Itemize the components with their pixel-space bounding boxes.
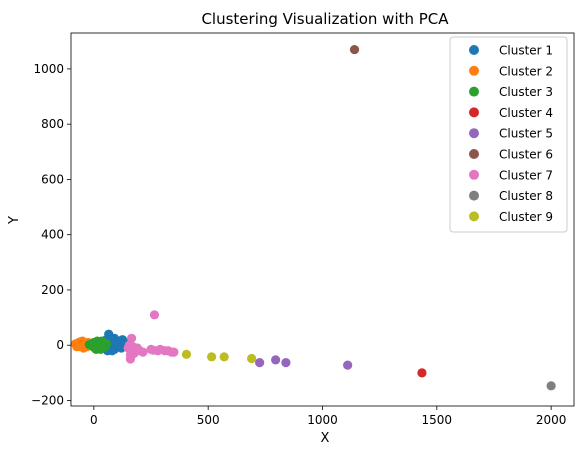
- legend-label: Cluster 6: [499, 148, 553, 162]
- data-point: [247, 353, 257, 364]
- legend-item: Cluster 7: [469, 168, 553, 182]
- y-tick-label: −200: [31, 393, 64, 407]
- legend-label: Cluster 3: [499, 85, 553, 99]
- y-tick-label: 1000: [33, 62, 64, 76]
- y-tick-label: 600: [41, 172, 64, 186]
- data-point: [207, 352, 217, 362]
- legend-label: Cluster 7: [499, 168, 553, 182]
- data-point: [219, 352, 229, 362]
- legend-label: Cluster 2: [499, 64, 553, 78]
- legend-item: Cluster 6: [469, 148, 553, 162]
- data-point: [343, 360, 353, 370]
- y-tick-label: 200: [41, 283, 64, 297]
- series-9: [181, 349, 257, 364]
- y-axis-ticks: −200 0 200 400 600 800 1000: [31, 62, 71, 407]
- legend-label: Cluster 8: [499, 189, 553, 203]
- legend-marker: [469, 45, 479, 55]
- y-tick-label: 800: [41, 117, 64, 131]
- legend-marker: [469, 128, 479, 139]
- chart-title: Clustering Visualization with PCA: [201, 10, 449, 28]
- x-axis-label: X: [321, 431, 330, 446]
- series-7: [123, 310, 179, 364]
- data-point: [546, 381, 556, 391]
- x-tick-label: 0: [90, 413, 98, 427]
- y-tick-label: 0: [56, 338, 64, 352]
- legend-box: [449, 36, 568, 233]
- data-point: [75, 337, 85, 347]
- legend-item: Cluster 8: [469, 189, 553, 203]
- y-tick-label: 400: [41, 228, 64, 242]
- y-axis-label: Y: [7, 216, 22, 225]
- legend-item: Cluster 2: [469, 64, 553, 78]
- legend-item: Cluster 9: [469, 210, 553, 224]
- legend-item: Cluster 1: [469, 44, 553, 58]
- x-tick-label: 1000: [307, 413, 338, 427]
- x-tick-label: 500: [197, 413, 220, 427]
- legend-label: Cluster 5: [499, 127, 553, 141]
- legend-label: Cluster 9: [499, 210, 553, 224]
- legend-item: Cluster 4: [469, 106, 553, 120]
- x-axis-ticks: 0 500 1000 1500 2000: [90, 406, 566, 427]
- data-point: [169, 347, 179, 357]
- legend: Cluster 1 Cluster 2 Cluster 3 Cluster 4 Clus…: [449, 36, 568, 233]
- series-8: [546, 381, 556, 391]
- data-point: [112, 339, 122, 349]
- legend-item: Cluster 3: [469, 85, 553, 99]
- series-3: [84, 336, 112, 354]
- data-point: [104, 329, 114, 339]
- series-5: [255, 355, 353, 370]
- data-point: [101, 339, 112, 349]
- data-point: [271, 355, 281, 365]
- data-point: [255, 358, 265, 368]
- data-point: [138, 347, 148, 357]
- series-1: [101, 329, 132, 356]
- data-point: [181, 349, 192, 359]
- x-tick-label: 2000: [536, 413, 567, 427]
- data-point: [281, 358, 291, 368]
- legend-item: Cluster 5: [469, 127, 553, 141]
- data-point: [349, 44, 360, 55]
- legend-marker: [469, 190, 479, 201]
- legend-label: Cluster 4: [499, 106, 553, 120]
- legend-marker: [469, 169, 479, 180]
- legend-marker: [469, 86, 479, 97]
- series-6: [349, 44, 360, 55]
- data-point: [126, 333, 137, 343]
- legend-marker: [469, 65, 479, 76]
- legend-marker: [469, 149, 479, 159]
- legend-marker: [469, 211, 479, 222]
- data-point: [96, 344, 106, 354]
- data-point: [417, 368, 427, 378]
- x-tick-label: 1500: [422, 413, 453, 427]
- legend-label: Cluster 1: [499, 44, 553, 58]
- series-4: [417, 368, 427, 378]
- legend-marker: [469, 107, 479, 118]
- data-point: [149, 310, 160, 320]
- series-2: [70, 336, 93, 353]
- data-point: [107, 346, 117, 356]
- data-points: [70, 44, 556, 391]
- data-point: [125, 350, 136, 360]
